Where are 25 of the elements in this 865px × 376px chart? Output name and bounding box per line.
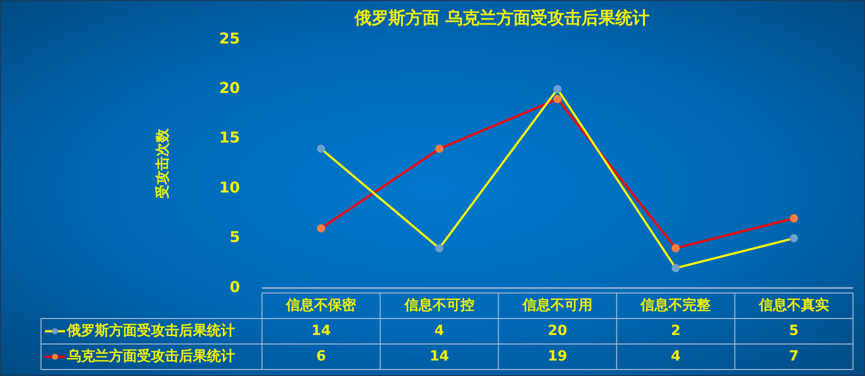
y-tick-label: 10 bbox=[219, 178, 240, 196]
data-label: 19 bbox=[548, 348, 568, 364]
y-tick-label: 0 bbox=[230, 278, 240, 296]
x-tick-label: 信息不保密 bbox=[285, 296, 358, 314]
x-tick-label: 信息不可用 bbox=[522, 297, 592, 314]
y-tick-label: 25 bbox=[219, 29, 240, 48]
data-label: 20 bbox=[548, 322, 568, 339]
data-label: 5 bbox=[789, 322, 799, 339]
data-label: 2 bbox=[670, 322, 681, 339]
data-label: 4 bbox=[434, 322, 444, 339]
x-tick-label: 信息不完整 bbox=[640, 296, 712, 314]
chart-title: 俄罗斯方面 乌克兰方面受攻击后果统计 bbox=[354, 8, 650, 29]
data-label: 7 bbox=[789, 348, 799, 364]
y-tick-label: 20 bbox=[219, 79, 240, 98]
data-label: 14 bbox=[311, 322, 332, 339]
legend-label: 俄罗斯方面受攻击后果统计 bbox=[66, 322, 235, 339]
legend-label: 乌克兰方面受攻击后果统计 bbox=[66, 347, 235, 364]
data-label: 6 bbox=[316, 348, 326, 364]
data-label: 4 bbox=[670, 348, 681, 364]
y-tick-label: 15 bbox=[219, 128, 240, 147]
x-tick-label: 信息不可控 bbox=[403, 297, 474, 314]
y-axis-title: 受攻击次数 bbox=[155, 128, 172, 200]
data-label: 14 bbox=[430, 348, 450, 364]
x-tick-label: 信息不真实 bbox=[758, 296, 829, 314]
y-tick-label: 5 bbox=[230, 228, 240, 246]
